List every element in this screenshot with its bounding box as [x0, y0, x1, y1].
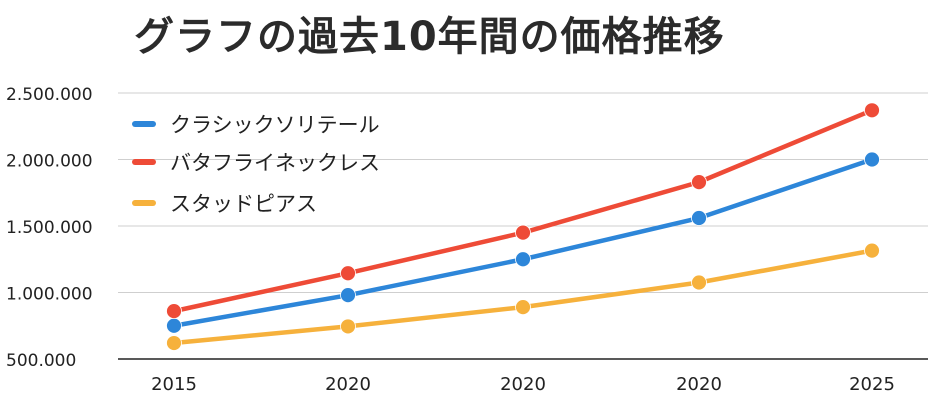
data-point [864, 151, 880, 168]
legend-label: バタフライネックレス [170, 151, 380, 175]
data-point [515, 251, 531, 268]
legend-label: クラシックソリテール [170, 113, 380, 137]
data-point [691, 210, 707, 226]
y-tick-label: 1.500.000 [6, 218, 93, 238]
y-tick-label: 1.000.000 [6, 285, 93, 305]
data-point [864, 102, 880, 119]
x-tick-label: 2015 [151, 374, 197, 395]
data-point [166, 303, 182, 320]
x-tick-label: 2020 [500, 374, 546, 395]
data-point [691, 174, 707, 191]
x-tick-label: 2020 [676, 374, 722, 395]
data-point [515, 224, 531, 241]
data-point [340, 287, 356, 304]
y-tick-label: 2.500.000 [6, 85, 93, 105]
data-point [340, 318, 356, 335]
data-point [864, 242, 880, 259]
data-point [166, 317, 182, 334]
y-tick-label: 2.000.000 [6, 152, 93, 172]
y-tick-label: 500.000 [6, 351, 76, 371]
legend-label: スタッドピアス [170, 192, 317, 216]
x-tick-label: 2025 [849, 374, 895, 395]
chart-title: グラフの過去10年間の価格推移 [134, 14, 725, 60]
data-point [515, 299, 531, 316]
data-point [166, 335, 182, 351]
data-point [691, 274, 707, 291]
data-point [340, 265, 356, 282]
x-tick-label: 2020 [325, 374, 371, 395]
